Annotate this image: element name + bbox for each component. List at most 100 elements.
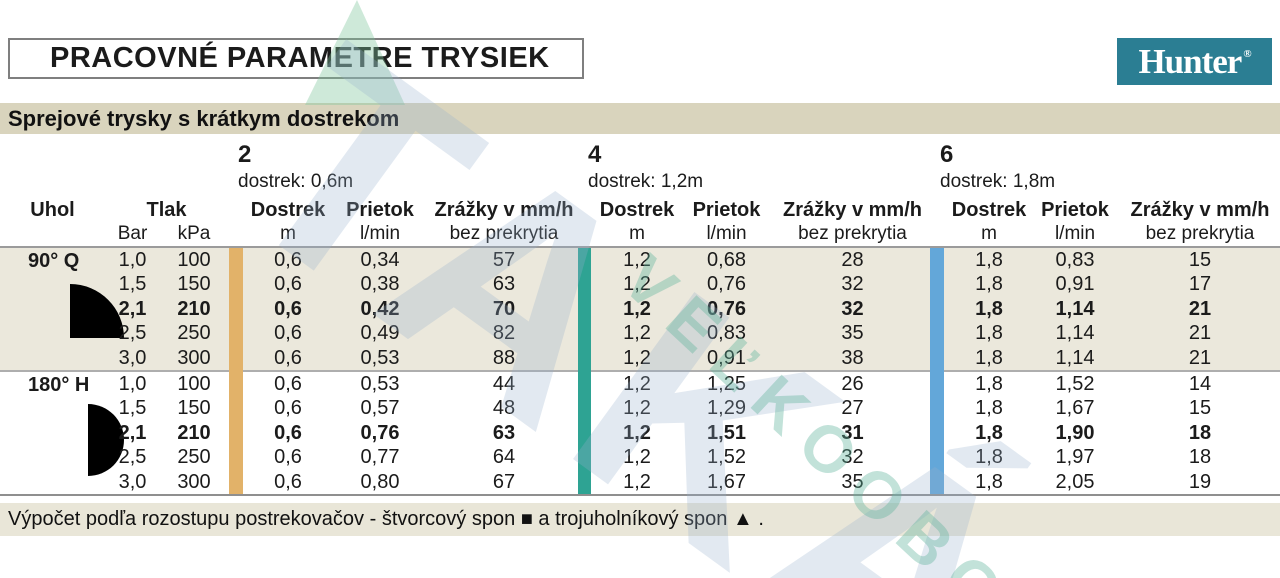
table-cell: 0,6 <box>274 421 302 444</box>
col-header-zrazky-2: Zrážky v mm/h <box>434 199 574 221</box>
group-6-number: 6 <box>940 141 954 168</box>
col-header-zrazky-6: Zrážky v mm/h <box>1130 199 1270 221</box>
table-cell: 1,5 <box>118 397 147 420</box>
table-cell: 32 <box>841 273 864 296</box>
table-cell: 19 <box>1188 470 1212 493</box>
group-6-range-label: dostrek: 1,8m <box>940 171 1056 192</box>
table-cell: 0,6 <box>274 249 302 271</box>
registered-trademark-icon: ® <box>1243 47 1251 60</box>
angle-label: 90° Q <box>28 250 80 272</box>
table-cell: 0,91 <box>707 346 746 369</box>
unit-m-6: m <box>981 223 997 244</box>
table-cell: 100 <box>177 372 211 395</box>
table-cell: 1,8 <box>975 322 1003 345</box>
table-cell: 1,14 <box>1055 322 1095 345</box>
table-cell: 1,2 <box>623 297 651 320</box>
table-cell: 1,5 <box>118 273 147 296</box>
table-cell: 0,80 <box>360 470 400 493</box>
table-cell: 0,6 <box>274 322 302 345</box>
table-cell: 1,52 <box>1055 372 1095 395</box>
table-cell: 31 <box>841 421 864 444</box>
table-cell: 67 <box>492 470 516 493</box>
table-cell: 0,53 <box>360 346 400 369</box>
table-cell: 57 <box>492 249 516 271</box>
col-header-dostrek-4: Dostrek <box>599 199 675 221</box>
table-cell: 2,1 <box>118 297 147 320</box>
table-cell: 1,90 <box>1055 421 1095 444</box>
table-cell: 1,67 <box>1055 397 1095 420</box>
table-cell: 1,0 <box>118 372 147 395</box>
table-cell: 1,2 <box>623 346 651 369</box>
group-2-range-label: dostrek: 0,6m <box>238 171 354 192</box>
table-cell: 1,8 <box>975 273 1003 296</box>
table-cell: 1,97 <box>1055 446 1095 469</box>
table-cell: 100 <box>177 249 211 271</box>
angle-label: 180° H <box>28 373 90 396</box>
table-cell: 1,8 <box>975 249 1003 271</box>
table-cell: 1,8 <box>975 470 1003 493</box>
table-body: 90° Q 1,0 100 0,6 0,34 57 1,2 0,68 28 1,8 0,83 15 1,… <box>0 246 1280 496</box>
table-cell: 0,49 <box>360 322 400 345</box>
table-cell: 300 <box>177 346 211 369</box>
table-cell: 2,5 <box>118 322 147 345</box>
table-cell: 70 <box>492 297 516 320</box>
table-cell: 0,77 <box>360 446 400 469</box>
page-title: PRACOVNÉ PARAMETRE TRYSIEK <box>50 42 550 74</box>
table-cell: 88 <box>492 346 516 369</box>
unit-bezprekrytia-6: bez prekrytia <box>1145 223 1255 244</box>
table-cell: 0,6 <box>274 372 302 395</box>
table-cell: 250 <box>177 446 211 469</box>
group-4-number: 4 <box>588 141 602 168</box>
table-cell: 48 <box>492 397 516 420</box>
section-subtitle: Sprejové trysky s krátkym dostrekom <box>8 105 400 131</box>
unit-kpa: kPa <box>177 223 211 244</box>
table-cell: 2,5 <box>118 446 147 469</box>
footnote-band: Výpočet podľa rozostupu postrekovačov - … <box>0 503 1280 536</box>
group-2-accent-bar <box>229 248 243 494</box>
table-cell: 210 <box>177 297 211 320</box>
table-cell: 0,6 <box>274 446 302 469</box>
table-cell: 0,42 <box>360 297 400 320</box>
table-cell: 17 <box>1188 273 1212 296</box>
unit-lmin-2: l/min <box>359 223 401 244</box>
angle-cell: 180° H <box>0 372 124 494</box>
table-cell: 3,0 <box>118 346 147 369</box>
section-divider <box>0 369 1280 372</box>
table-section-180h: 180° H 1,0 100 0,6 0,53 44 1,2 1,25 26 1,8 1,52 14 1… <box>0 371 1280 494</box>
table-cell: 0,83 <box>707 322 746 345</box>
table-cell: 1,8 <box>975 372 1003 395</box>
table-cell: 0,91 <box>1055 273 1095 296</box>
table-cell: 18 <box>1188 446 1212 469</box>
table-cell: 63 <box>492 421 516 444</box>
table-cell: 35 <box>841 470 864 493</box>
angle-cell: 90° Q <box>0 248 124 370</box>
footnote: Výpočet podľa rozostupu postrekovačov - … <box>8 508 764 530</box>
group-2-number: 2 <box>238 141 252 168</box>
table-cell: 18 <box>1188 421 1212 444</box>
table-cell: 1,2 <box>623 273 651 296</box>
table-cell: 1,8 <box>975 446 1003 469</box>
page-title-box: PRACOVNÉ PARAMETRE TRYSIEK <box>8 38 584 79</box>
table-cell: 26 <box>841 372 864 395</box>
table-cell: 150 <box>177 273 211 296</box>
group-4-range-label: dostrek: 1,2m <box>588 171 704 192</box>
table-cell: 0,68 <box>707 249 746 271</box>
table-cell: 0,6 <box>274 397 302 420</box>
table-cell: 44 <box>492 372 516 395</box>
table-cell: 150 <box>177 397 211 420</box>
col-header-uhol: Uhol <box>30 199 75 221</box>
unit-lmin-4: l/min <box>706 223 747 244</box>
table-cell: 2,05 <box>1055 470 1095 493</box>
group-6-accent-bar <box>930 248 944 494</box>
table-cell: 1,51 <box>707 421 746 444</box>
table-cell: 21 <box>1188 322 1212 345</box>
table-cell: 15 <box>1188 249 1212 271</box>
table-cell: 38 <box>841 346 864 369</box>
table-cell: 82 <box>492 322 516 345</box>
table-cell: 1,2 <box>623 249 651 271</box>
table-cell: 1,8 <box>975 421 1003 444</box>
table-cell: 300 <box>177 470 211 493</box>
col-header-dostrek-2: Dostrek <box>250 199 326 221</box>
table-section-90q: 90° Q 1,0 100 0,6 0,34 57 1,2 0,68 28 1,8 0,83 15 1,… <box>0 248 1280 370</box>
table-cell: 0,53 <box>360 372 400 395</box>
